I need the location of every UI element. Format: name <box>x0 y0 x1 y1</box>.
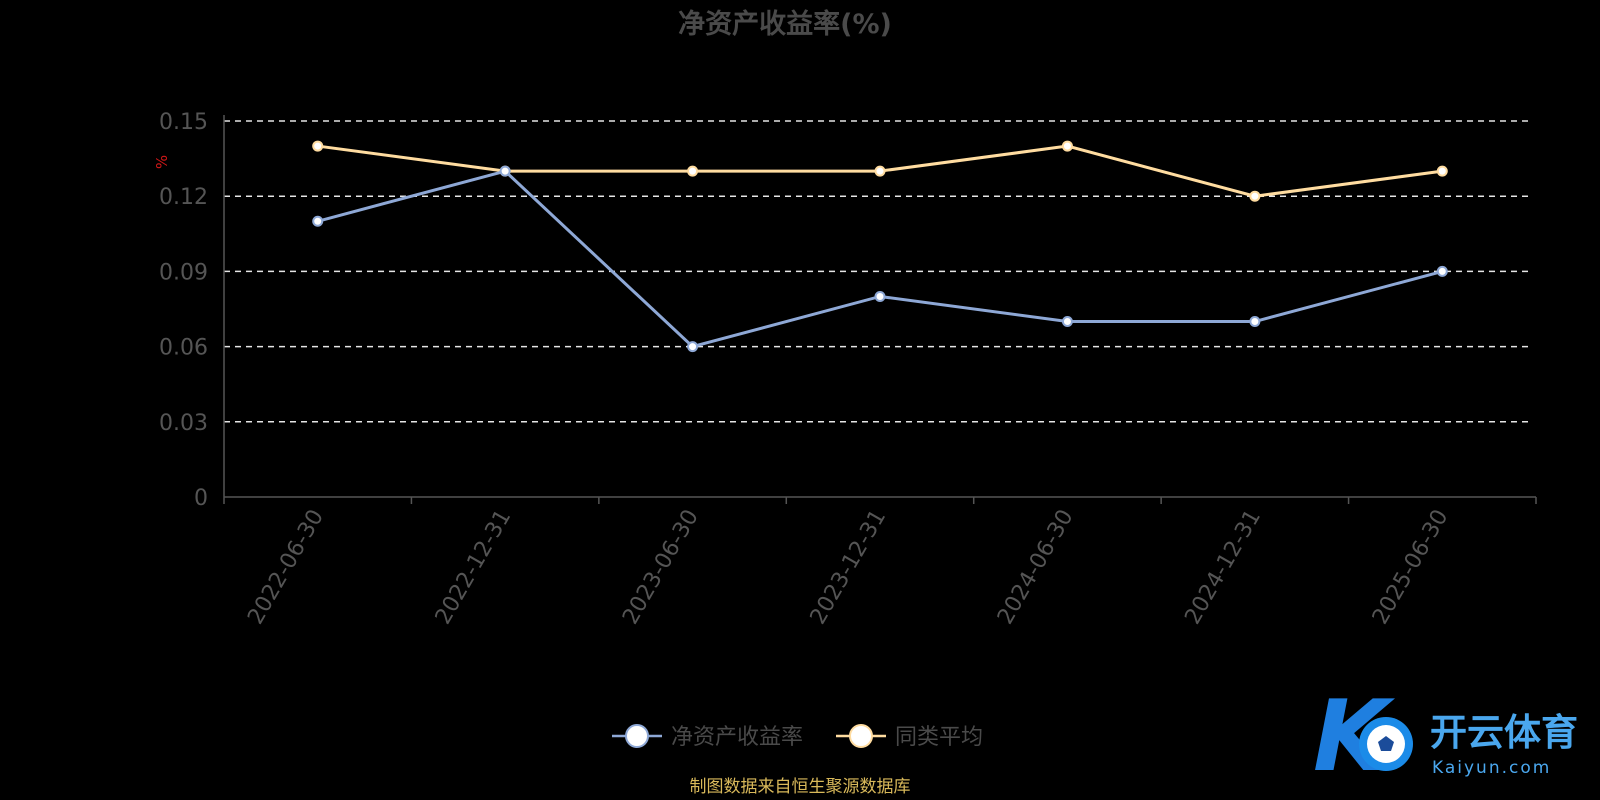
y-tick-label: 0.15 <box>159 110 208 135</box>
data-point[interactable] <box>1249 190 1261 202</box>
legend: 净资产收益率 同类平均 <box>612 724 983 750</box>
data-point[interactable] <box>874 290 886 302</box>
series-line <box>317 169 1443 349</box>
logo-domain: Kaiyun.com <box>1432 758 1551 778</box>
source-note: 制图数据来自恒生聚源数据库 <box>690 777 911 797</box>
x-tick-label: 2022-06-30 <box>243 506 329 629</box>
y-tick-label: 0.03 <box>159 411 208 436</box>
data-point[interactable] <box>687 341 699 353</box>
x-tick-label: 2025-06-30 <box>1368 506 1454 629</box>
grid-lines <box>224 120 1530 423</box>
legend-label: 同类平均 <box>895 725 983 750</box>
data-point[interactable] <box>687 165 699 177</box>
x-tick-label: 2023-12-31 <box>806 506 892 629</box>
data-point[interactable] <box>499 165 511 177</box>
data-point[interactable] <box>1436 265 1448 277</box>
y-tick-label: 0.09 <box>159 260 208 285</box>
y-axis-unit: % <box>153 155 171 169</box>
axes: 0 0.03 0.06 0.09 0.12 0.15 2022-06-30 2022-12-3… <box>159 110 1537 629</box>
logo-name: 开云体育 <box>1430 711 1578 754</box>
legend-marker <box>625 724 649 748</box>
legend-item-1[interactable]: 同类平均 <box>836 724 983 750</box>
series-1 <box>312 140 1448 202</box>
data-point[interactable] <box>1061 140 1073 152</box>
data-point[interactable] <box>1061 316 1073 328</box>
y-tick-label: 0.06 <box>159 336 208 361</box>
y-tick-label: 0.12 <box>159 185 208 210</box>
x-tick-label: 2024-06-30 <box>993 506 1079 629</box>
data-point[interactable] <box>1436 165 1448 177</box>
series-0 <box>312 165 1448 353</box>
series-lines <box>312 140 1448 353</box>
data-point[interactable] <box>874 165 886 177</box>
legend-label: 净资产收益率 <box>671 725 803 750</box>
legend-item-0[interactable]: 净资产收益率 <box>612 724 803 750</box>
legend-marker <box>849 724 873 748</box>
data-point[interactable] <box>1249 316 1261 328</box>
data-point[interactable] <box>312 140 324 152</box>
chart-title: 净资产收益率(%) <box>678 8 892 40</box>
kaiyun-logo-watermark: K 开云体育 Kaiyun.com <box>1313 680 1578 794</box>
x-tick-label: 2022-12-31 <box>431 506 517 629</box>
x-tick-label: 2024-12-31 <box>1180 506 1266 629</box>
data-point[interactable] <box>312 215 324 227</box>
x-tick-label: 2023-06-30 <box>618 506 704 629</box>
y-tick-label: 0 <box>194 486 208 511</box>
